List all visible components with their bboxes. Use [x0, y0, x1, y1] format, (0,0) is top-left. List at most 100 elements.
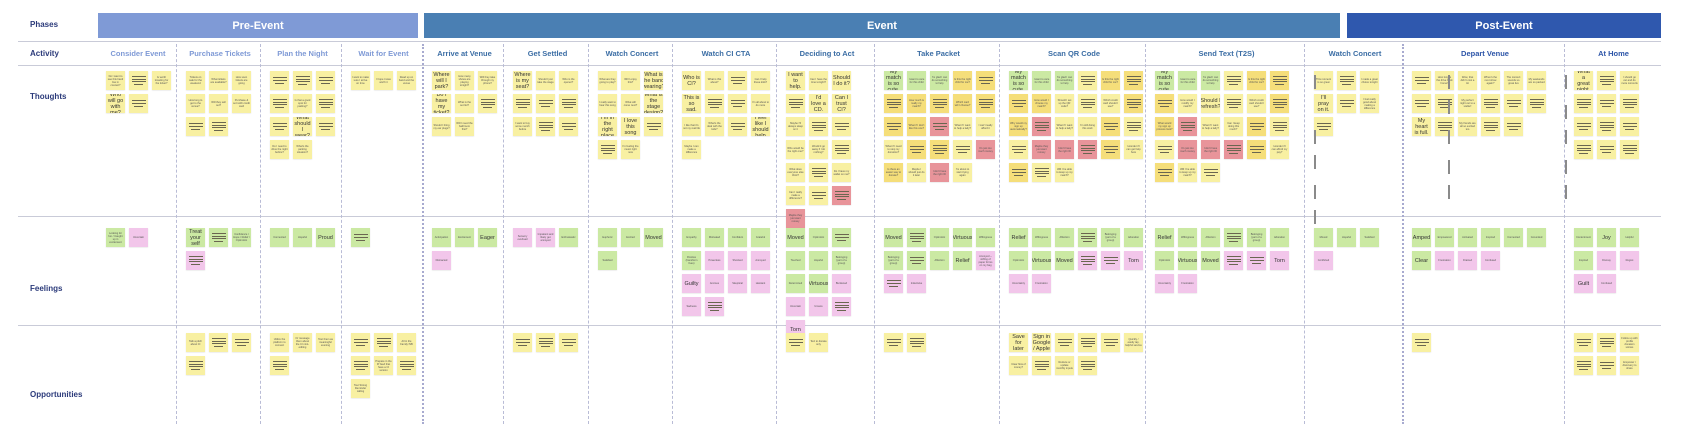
- sticky-note-yellow[interactable]: [1574, 356, 1593, 375]
- sticky-note-green[interactable]: Enthusiastic: [559, 228, 578, 247]
- sticky-note-yellow[interactable]: How long to get to the venue?: [186, 94, 205, 113]
- sticky-note-yellow[interactable]: Should I set up the QR code?: [1055, 94, 1074, 113]
- sticky-note-yellow[interactable]: Tout them as meaningful evening: [316, 333, 335, 352]
- sticky-note-orange[interactable]: Is this the right child for me?: [1247, 71, 1266, 90]
- sticky-note-pink[interactable]: Torn: [1270, 251, 1289, 270]
- sticky-note-pink[interactable]: Indecisive: [907, 274, 926, 293]
- sticky-note-yellow[interactable]: [209, 333, 228, 352]
- sticky-note-green[interactable]: [351, 228, 370, 247]
- sticky-note-yellow[interactable]: My perfect night out to a stellar!: [1458, 94, 1477, 113]
- sticky-note-green[interactable]: Moved: [1055, 251, 1074, 270]
- sticky-note-orange[interactable]: [884, 94, 903, 113]
- sticky-note-yellow[interactable]: [186, 356, 205, 375]
- sticky-note-yellow[interactable]: Read up on band and the venue: [397, 71, 416, 90]
- sticky-note-yellow[interactable]: I wonder if I can afford my pay?: [1270, 140, 1289, 159]
- sticky-note-yellow[interactable]: Utilize the platform to connect: [270, 333, 289, 352]
- sticky-note-yellow[interactable]: [1504, 94, 1523, 113]
- sticky-note-green[interactable]: Virtuous: [1178, 251, 1197, 270]
- sticky-note-red[interactable]: [930, 117, 949, 136]
- sticky-note-yellow[interactable]: [513, 333, 532, 352]
- sticky-note-green[interactable]: Adoration: [1270, 228, 1289, 247]
- sticky-note-yellow[interactable]: My heart is full.: [1412, 117, 1431, 136]
- sticky-note-yellow[interactable]: I'm all about to do more: [751, 94, 770, 113]
- sticky-note-orange[interactable]: [1009, 163, 1028, 182]
- sticky-note-yellow[interactable]: [1270, 117, 1289, 136]
- sticky-note-green[interactable]: [1224, 228, 1243, 247]
- sticky-note-yellow[interactable]: [270, 94, 289, 113]
- sticky-note-yellow[interactable]: [232, 333, 251, 352]
- sticky-note-green[interactable]: My match is so cute.: [1009, 71, 1028, 90]
- sticky-note-green[interactable]: Empowered: [1435, 228, 1454, 247]
- sticky-note-yellow[interactable]: When's the next show again?: [1481, 71, 1500, 90]
- sticky-note-green[interactable]: Satisfied: [598, 251, 617, 270]
- sticky-note-yellow[interactable]: [809, 186, 828, 205]
- sticky-note-yellow[interactable]: [397, 356, 416, 375]
- sticky-note-yellow[interactable]: [809, 163, 828, 182]
- sticky-note-green[interactable]: Excited: [621, 228, 640, 247]
- sticky-note-yellow[interactable]: Will I need the bathroom first?: [455, 117, 474, 136]
- sticky-note-yellow[interactable]: Will I be able to keep up my match?: [1178, 163, 1197, 182]
- sticky-note-green[interactable]: Affection: [1055, 228, 1074, 247]
- sticky-note-green[interactable]: Moved: [1201, 251, 1220, 270]
- sticky-note-yellow[interactable]: I wonder if I can get help here: [1124, 140, 1143, 159]
- sticky-note-yellow[interactable]: [1032, 163, 1051, 182]
- sticky-note-yellow[interactable]: [1224, 94, 1243, 113]
- sticky-note-yellow[interactable]: [1078, 356, 1097, 375]
- sticky-note-yellow[interactable]: [1412, 94, 1431, 113]
- sticky-note-yellow[interactable]: I really want to hear this song: [598, 94, 617, 113]
- sticky-note-yellow[interactable]: I feel like I should help: [751, 117, 770, 136]
- sticky-note-orange[interactable]: Is there an easier way to donate?: [884, 163, 903, 182]
- sticky-note-yellow[interactable]: Where will I park?: [432, 71, 451, 90]
- sticky-note-yellow[interactable]: Who would be the right one?: [786, 140, 805, 159]
- sticky-note-yellow[interactable]: How soon tickets are going: [232, 71, 251, 90]
- sticky-note-green[interactable]: Clear: [1412, 251, 1431, 270]
- sticky-note-green[interactable]: Connected: [1504, 228, 1523, 247]
- sticky-note-green[interactable]: Amped: [1412, 228, 1431, 247]
- sticky-note-yellow[interactable]: Is worth traveling for the ticket?: [152, 71, 171, 90]
- sticky-note-pink[interactable]: [1101, 251, 1120, 270]
- sticky-note-yellow[interactable]: [1504, 117, 1523, 136]
- sticky-note-green[interactable]: Activated: [1458, 228, 1477, 247]
- sticky-note-yellow[interactable]: [1527, 94, 1546, 113]
- sticky-note-orange[interactable]: [1155, 94, 1174, 113]
- sticky-note-yellow[interactable]: [884, 333, 903, 352]
- sticky-note-yellow[interactable]: Who will go with me?: [106, 94, 125, 113]
- sticky-note-pink[interactable]: Hesitant: [751, 274, 770, 293]
- sticky-note-yellow[interactable]: [559, 117, 578, 136]
- sticky-note-yellow[interactable]: Should I just take the stage: [536, 71, 555, 90]
- sticky-note-pink[interactable]: [1078, 251, 1097, 270]
- sticky-note-red[interactable]: [1178, 117, 1197, 136]
- sticky-note-yellow[interactable]: Can I trust CI?: [832, 94, 851, 113]
- sticky-note-green[interactable]: Hopeful: [809, 251, 828, 270]
- sticky-note-yellow[interactable]: My friends are all so excited too: [1458, 117, 1477, 136]
- sticky-note-yellow[interactable]: [559, 94, 578, 113]
- sticky-note-red[interactable]: [1032, 117, 1051, 136]
- sticky-note-yellow[interactable]: I like that it's not my real life: [682, 117, 701, 136]
- sticky-note-green[interactable]: Inspired: [1481, 228, 1500, 247]
- sticky-note-pink[interactable]: Confused: [1481, 251, 1500, 270]
- sticky-note-green[interactable]: I want to care for this child: [907, 71, 926, 90]
- sticky-note-pink[interactable]: Frustration: [1032, 274, 1051, 293]
- sticky-note-green[interactable]: I'm glad I can do something to help: [1201, 71, 1220, 90]
- sticky-note-yellow[interactable]: What if I want to help a lady?: [953, 117, 972, 136]
- sticky-note-yellow[interactable]: What does everyone else think?: [786, 163, 805, 182]
- sticky-note-green[interactable]: Adoration: [1124, 228, 1143, 247]
- sticky-note-yellow[interactable]: What if I need to stop my donation?: [884, 140, 903, 159]
- sticky-note-yellow[interactable]: Which credit card should I use?: [1247, 94, 1266, 113]
- sticky-note-yellow[interactable]: What a great night.: [1574, 71, 1593, 90]
- sticky-note-yellow[interactable]: [809, 117, 828, 136]
- sticky-note-yellow[interactable]: [1124, 117, 1143, 136]
- sticky-note-yellow[interactable]: I can't really afford it: [976, 117, 995, 136]
- sticky-note-green[interactable]: Eager: [478, 228, 497, 247]
- sticky-note-pink[interactable]: [705, 297, 724, 316]
- sticky-note-green[interactable]: Inspired: [1574, 251, 1593, 270]
- sticky-note-pink[interactable]: Torn: [1124, 251, 1143, 270]
- sticky-note-orange[interactable]: What if I don't like this one?: [907, 117, 926, 136]
- sticky-note-yellow[interactable]: Talk a pitch about CI: [186, 333, 205, 352]
- sticky-note-pink[interactable]: Frustration: [1435, 251, 1454, 270]
- sticky-note-yellow[interactable]: I made a great choice tonight: [1360, 71, 1379, 90]
- sticky-note-pink[interactable]: Regret: [1620, 251, 1639, 270]
- sticky-note-yellow[interactable]: Where is my seat?: [513, 71, 532, 90]
- sticky-note-green[interactable]: Affection: [1201, 228, 1220, 247]
- sticky-note-yellow[interactable]: [1412, 333, 1431, 352]
